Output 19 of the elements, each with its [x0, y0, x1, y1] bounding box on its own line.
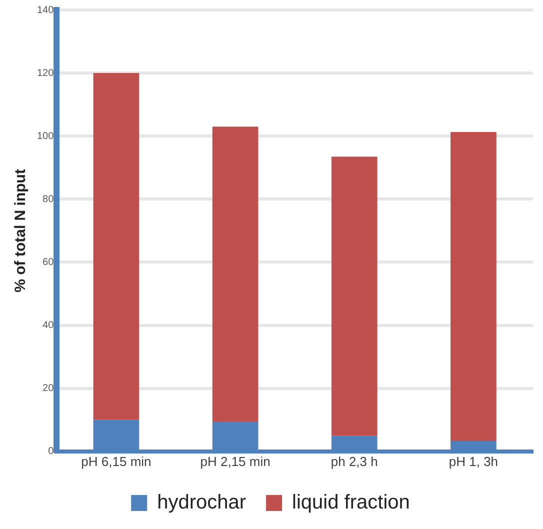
legend-label: hydrochar — [157, 492, 246, 514]
y-tick-label: 40 — [42, 320, 54, 332]
y-tick-label: 140 — [36, 4, 54, 16]
bar — [450, 132, 496, 441]
y-tick-label: 80 — [42, 194, 54, 205]
y-tick-label: 60 — [42, 256, 54, 268]
legend-label: liquid fraction — [292, 492, 410, 514]
bar — [93, 73, 140, 420]
y-tick-label: 20 — [42, 383, 54, 394]
x-tick-label: pH 1, 3h — [448, 454, 498, 469]
bar — [212, 126, 258, 422]
y-tick-label: 0 — [48, 446, 54, 458]
y-tick-label: 120 — [36, 68, 54, 79]
y-tick-label: 100 — [36, 130, 54, 142]
y-axis-title: % of total N input — [12, 169, 30, 292]
x-tick-label: ph 2,3 h — [330, 454, 378, 469]
bar — [331, 156, 378, 436]
x-tick-label: pH 6,15 min — [81, 454, 152, 469]
x-tick-label: pH 2,15 min — [200, 454, 270, 469]
